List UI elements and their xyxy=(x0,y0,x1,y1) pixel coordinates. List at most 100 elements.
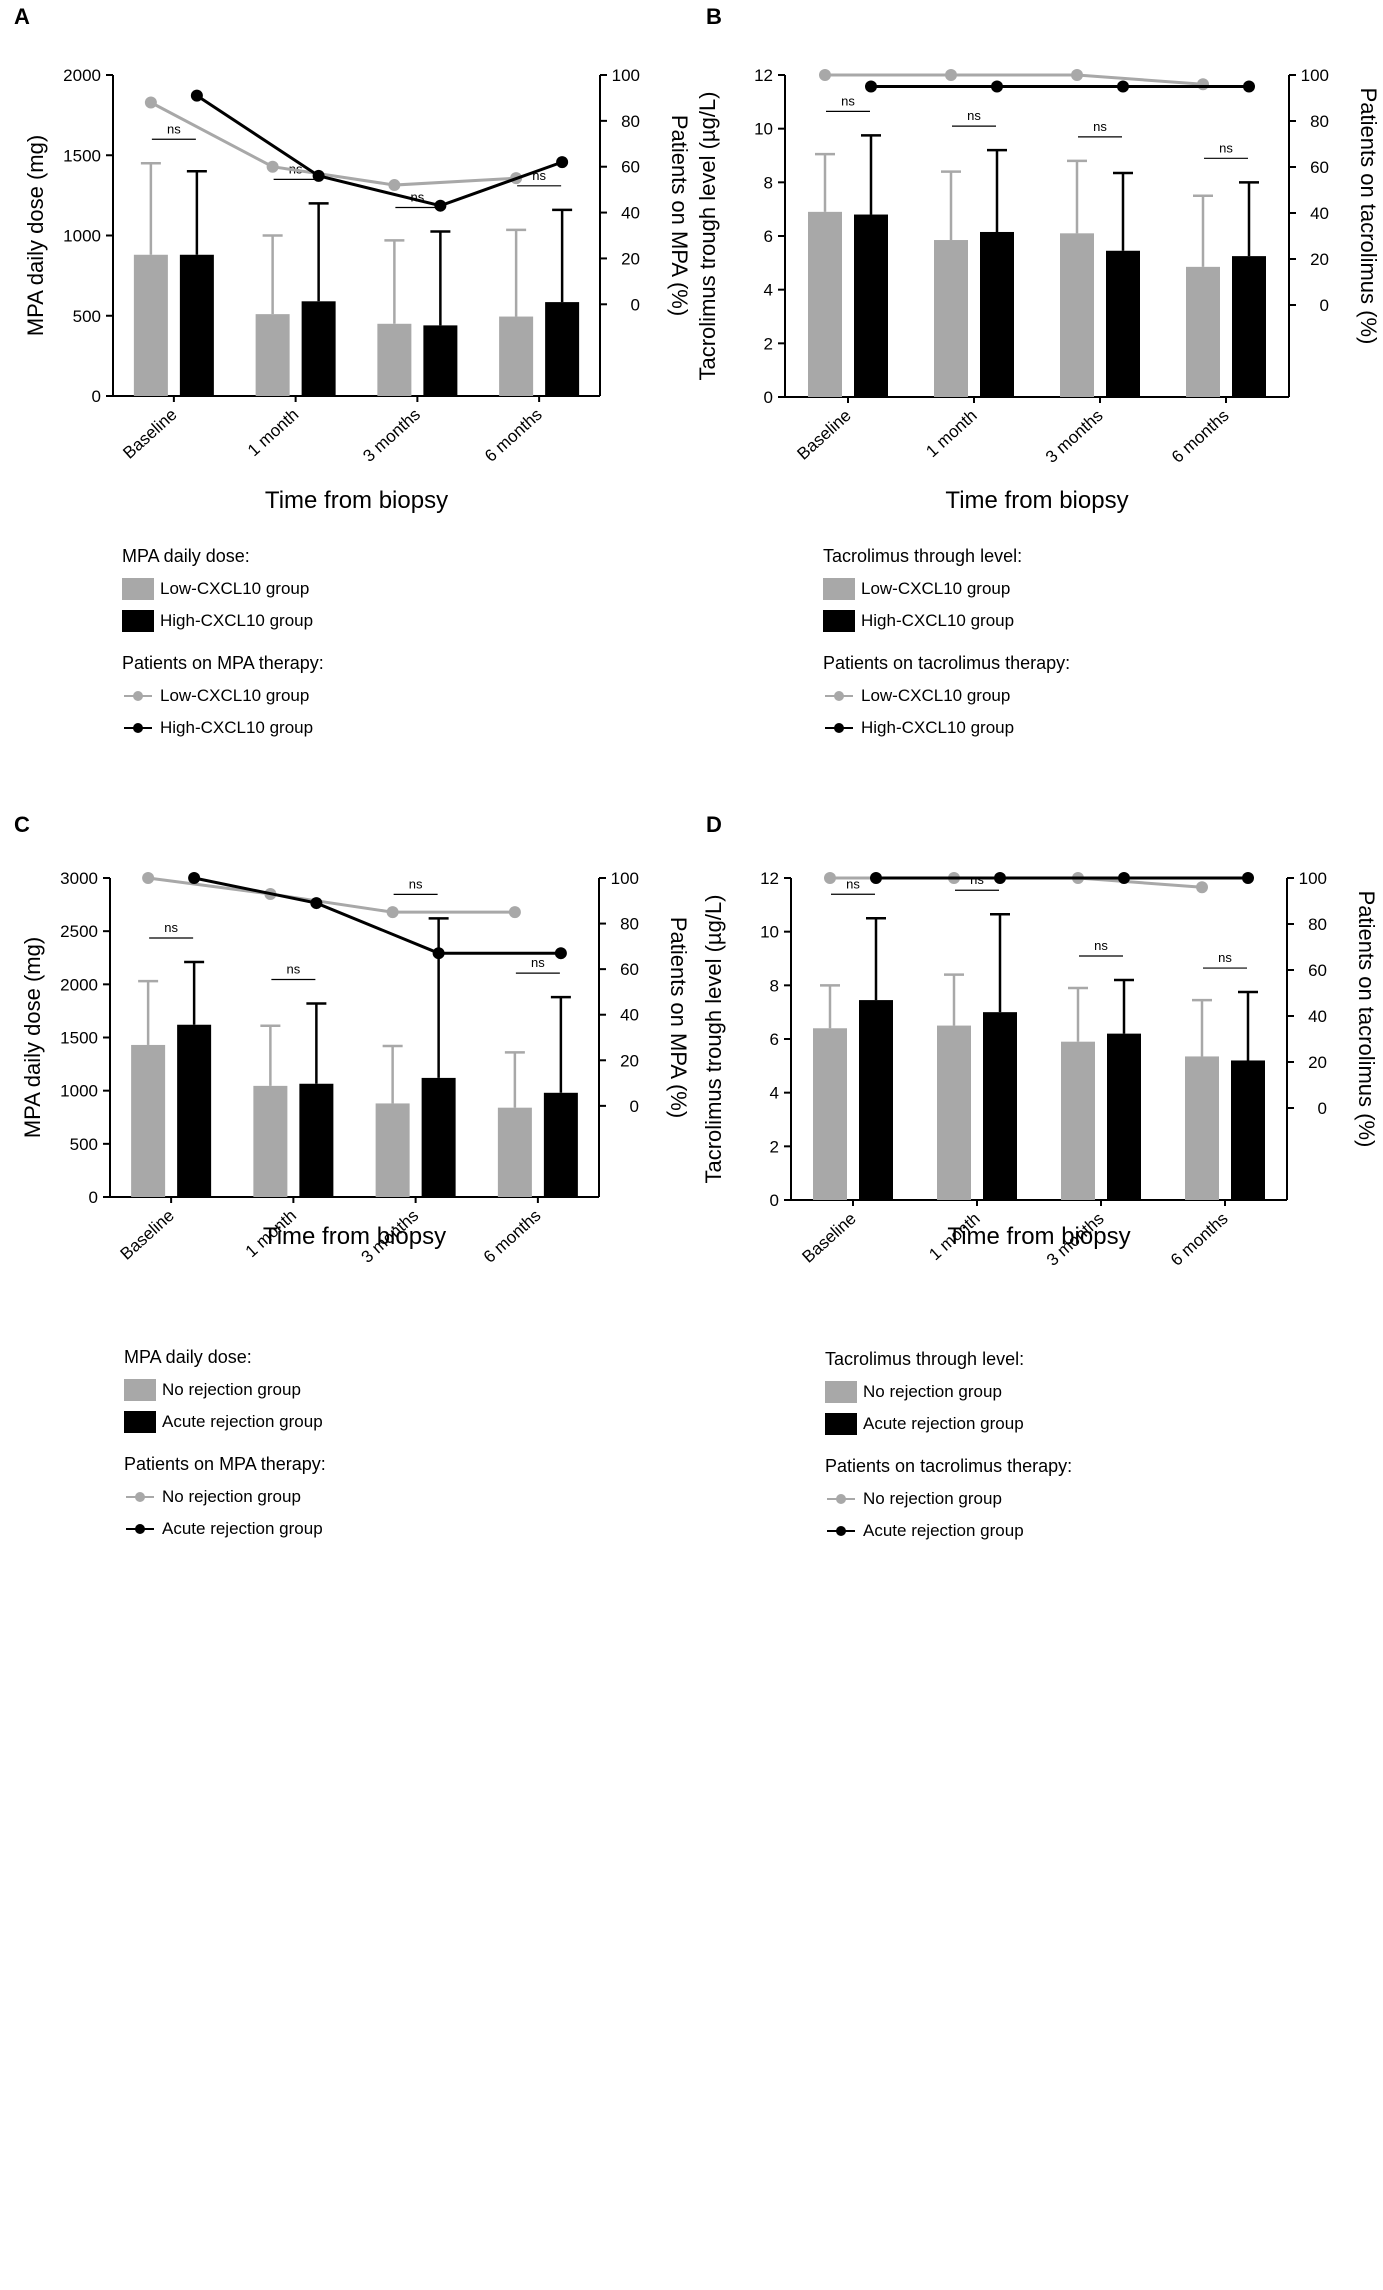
line-point-low xyxy=(1071,69,1083,81)
y-tick-label: 2500 xyxy=(60,922,98,941)
legend-d: Tacrolimus through level: No rejection g… xyxy=(825,1349,1072,1547)
line-point-high xyxy=(870,872,882,884)
legend-bar-item-low: Low-CXCL10 group xyxy=(122,573,324,605)
bar-low xyxy=(934,240,968,397)
series-line-low xyxy=(150,101,517,187)
bar-high xyxy=(1106,250,1140,397)
panel-letter: B xyxy=(706,4,722,29)
line-point-low xyxy=(819,69,831,81)
y-tick-label: 2 xyxy=(770,1137,779,1156)
legend-label: Acute rejection group xyxy=(863,1414,1024,1433)
legend-label: High-CXCL10 group xyxy=(861,718,1015,737)
legend-line-marker-high xyxy=(825,1520,857,1542)
y2-tick-label: 100 xyxy=(611,869,639,888)
significance-label: ns xyxy=(1094,938,1108,953)
line-point-low xyxy=(144,96,157,109)
line-point-low xyxy=(266,160,279,173)
line-point-high xyxy=(1242,872,1254,884)
y-tick-label: 0 xyxy=(89,1188,98,1207)
legend-line-marker-low xyxy=(823,685,855,707)
legend-bar-item-low: No rejection group xyxy=(124,1374,326,1406)
line-point-high xyxy=(310,897,323,910)
legend-label: No rejection group xyxy=(162,1380,301,1399)
line-point-high xyxy=(1243,80,1255,93)
y2-tick-label: 60 xyxy=(621,158,640,177)
y2-tick-label: 40 xyxy=(621,204,640,223)
x-tick-label: 6 months xyxy=(1167,1209,1232,1270)
x-tick-label: Baseline xyxy=(117,1206,178,1264)
y2-tick-label: 40 xyxy=(1310,204,1329,223)
y-tick-label: 12 xyxy=(760,869,779,888)
y-tick-label: 8 xyxy=(764,173,773,192)
legend-bar-item-low: Low-CXCL10 group xyxy=(823,573,1070,605)
legend-line-title: Patients on tacrolimus therapy: xyxy=(823,653,1071,673)
panel-c: C 0 500 1000 1500 2000 2500 3000 MPA daily dose … xyxy=(0,770,691,1540)
series-line-high xyxy=(193,876,561,955)
series-line-low xyxy=(147,876,515,914)
x-tick-label: 6 months xyxy=(480,1206,545,1267)
x-axis-title: Time from biopsy xyxy=(945,487,1128,514)
y2-tick-label: 100 xyxy=(1301,66,1329,85)
bar-low xyxy=(497,1107,532,1197)
line-point-high xyxy=(432,947,445,960)
legend-swatch-low xyxy=(122,578,154,600)
bar-high xyxy=(983,1012,1017,1200)
panel-letter: C xyxy=(14,812,30,837)
line-point-high xyxy=(554,947,567,960)
bar-high xyxy=(1107,1033,1141,1200)
line-point-low xyxy=(386,906,399,919)
significance-label: ns xyxy=(1218,950,1232,965)
legend-line-marker-low xyxy=(122,685,154,707)
x-tick-label: Baseline xyxy=(793,406,854,464)
y2-tick-label: 60 xyxy=(620,960,639,979)
x-tick-label: 1 month xyxy=(922,406,980,461)
y-tick-label: 10 xyxy=(760,923,779,942)
y2-tick-label: 40 xyxy=(1308,1007,1327,1026)
legend-bar-item-high: High-CXCL10 group xyxy=(823,605,1070,637)
bar-low xyxy=(808,211,842,397)
bar-low xyxy=(131,1044,166,1197)
legend-bar-item-high: Acute rejection group xyxy=(825,1408,1072,1440)
y2-tick-label: 40 xyxy=(620,1006,639,1025)
line-point-low xyxy=(1196,881,1208,894)
legend-label: Acute rejection group xyxy=(162,1519,323,1538)
x-tick-label: 6 months xyxy=(481,405,546,466)
y2-tick-label: 0 xyxy=(631,295,640,314)
legend-swatch-high xyxy=(124,1411,156,1433)
x-tick-label: Baseline xyxy=(798,1209,859,1267)
line-point-high xyxy=(190,89,203,102)
bar-low xyxy=(1060,233,1094,397)
y-tick-label: 6 xyxy=(764,227,773,246)
significance-label: ns xyxy=(841,93,855,108)
y-axis-title: MPA daily dose (mg) xyxy=(20,937,45,1138)
legend-a: MPA daily dose: Low-CXCL10 group High-CX… xyxy=(122,546,324,744)
legend-line-marker-low xyxy=(825,1488,857,1510)
y2-axis-title: Patients on MPA (%) xyxy=(667,115,692,316)
legend-line-marker-low xyxy=(124,1486,156,1508)
line-point-high xyxy=(434,199,447,212)
significance-label: ns xyxy=(1219,140,1233,155)
y2-tick-label: 80 xyxy=(1308,915,1327,934)
y2-tick-label: 20 xyxy=(621,249,640,268)
legend-bar-title: Tacrolimus through level: xyxy=(823,546,1023,566)
x-axis-title: Time from biopsy xyxy=(263,1223,446,1250)
line-point-high xyxy=(188,872,201,884)
significance-label: ns xyxy=(167,121,181,136)
y-tick-label: 1000 xyxy=(60,1082,98,1101)
y2-tick-label: 100 xyxy=(612,66,640,85)
y-tick-label: 1000 xyxy=(63,227,101,246)
significance-label: ns xyxy=(531,955,545,970)
y-tick-label: 0 xyxy=(770,1191,779,1210)
bar-high xyxy=(179,254,214,396)
y2-tick-label: 20 xyxy=(620,1051,639,1070)
bar-low xyxy=(253,1085,288,1197)
y2-tick-label: 80 xyxy=(621,112,640,131)
legend-bar-title: MPA daily dose: xyxy=(122,546,250,566)
legend-label: No rejection group xyxy=(162,1487,301,1506)
y-axis-title: Tacrolimus trough level (µg/L) xyxy=(695,91,720,380)
y2-tick-label: 0 xyxy=(630,1097,639,1116)
legend-swatch-low xyxy=(825,1381,857,1403)
legend-label: High-CXCL10 group xyxy=(160,718,314,737)
legend-bar-item-high: Acute rejection group xyxy=(124,1406,326,1438)
